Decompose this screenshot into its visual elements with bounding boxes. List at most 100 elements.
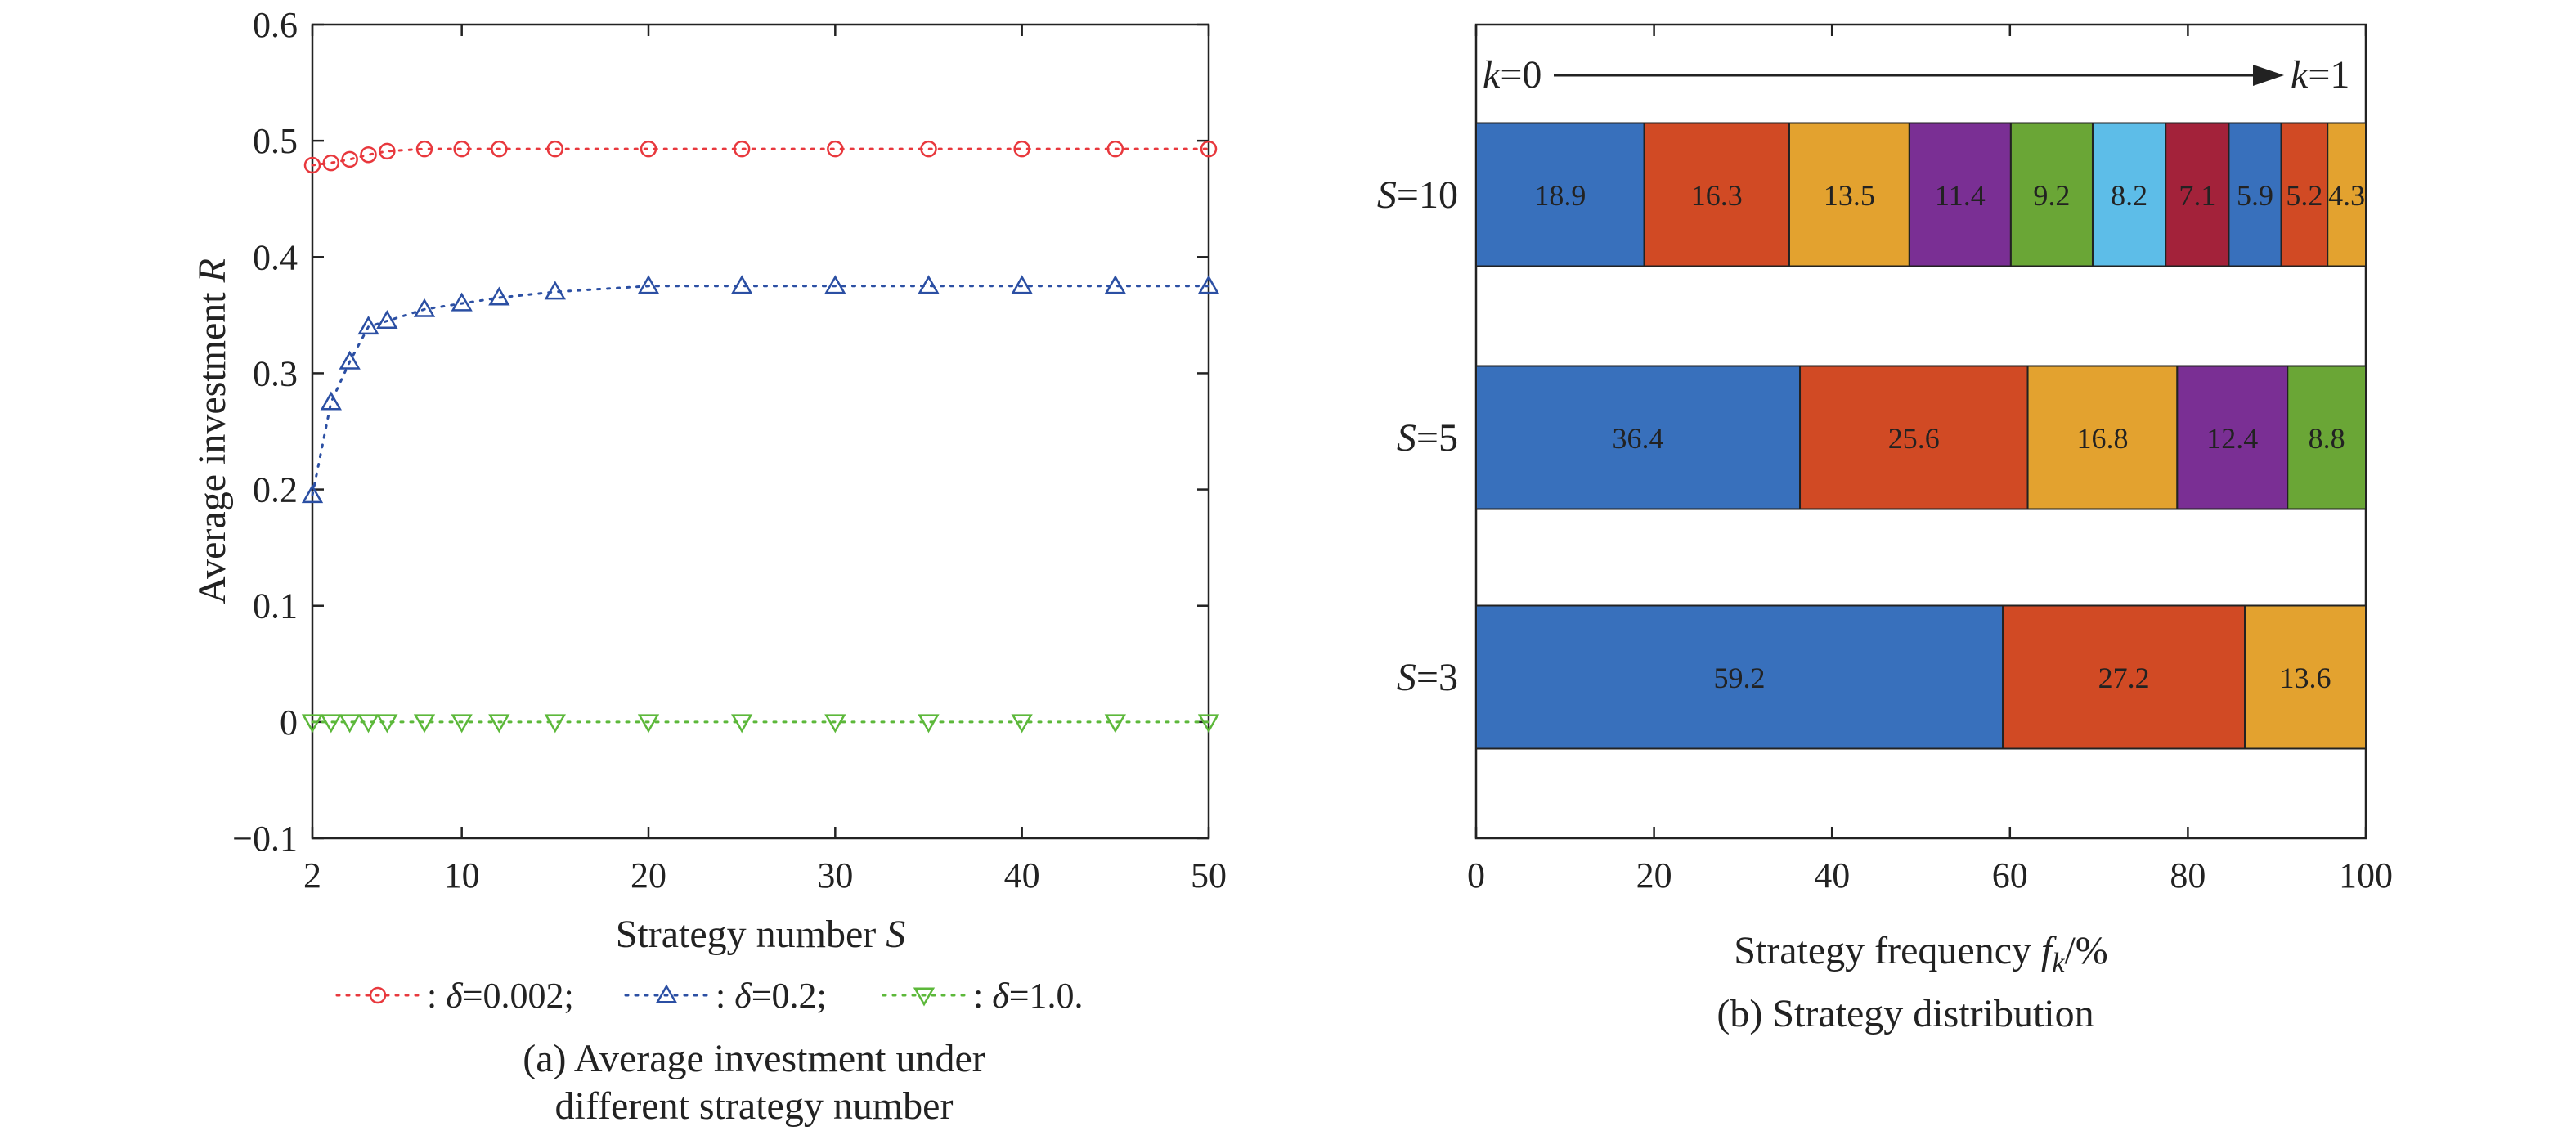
data-point <box>546 140 564 158</box>
legend-marker <box>913 987 936 1007</box>
data-point <box>491 140 508 158</box>
y-tick-label: 0 <box>280 702 298 743</box>
bar-category-label: S=10 <box>1377 173 1458 217</box>
bar-segment <box>1799 365 2029 510</box>
y-tick-label: 0.2 <box>253 470 298 510</box>
data-point <box>341 150 358 168</box>
data-point <box>733 140 751 158</box>
data-point <box>827 140 844 158</box>
x-tick-label: 10 <box>444 855 480 895</box>
x-tick-label: 100 <box>2339 855 2393 895</box>
data-point <box>731 275 753 294</box>
data-point <box>379 142 396 160</box>
series-2 <box>301 714 1220 734</box>
data-point <box>413 298 436 317</box>
bar-segment <box>1475 365 1802 510</box>
data-point <box>322 154 340 172</box>
legend-marker <box>655 984 678 1003</box>
x-tick-label: 40 <box>1814 855 1850 895</box>
data-point <box>303 156 321 174</box>
x-tick-label: 2 <box>303 855 321 895</box>
x-tick-label: 60 <box>1992 855 2028 895</box>
data-point <box>339 350 361 370</box>
bar-segment <box>1908 122 2012 267</box>
stacked-bar-1: S=5 36.4 25.6 16.8 12.4 8.8 <box>1397 365 2367 510</box>
x-axis-label: Strategy number S <box>616 913 906 956</box>
legend-label: : δ=1.0. <box>973 976 1084 1016</box>
data-point <box>339 714 361 734</box>
data-point <box>360 146 377 164</box>
bar-segment <box>2091 122 2167 267</box>
segment-value-label: 16.8 <box>2076 422 2128 455</box>
series-line <box>311 147 1210 167</box>
y-tick-label: 0.3 <box>253 353 298 393</box>
segment-value-label: 13.5 <box>1824 179 1875 212</box>
x-tick-label: 0 <box>1467 855 1485 895</box>
bar-segment <box>2165 122 2230 267</box>
bar-segment <box>1643 122 1790 267</box>
segment-value-label: 7.1 <box>2179 179 2215 212</box>
segment-value-label: 25.6 <box>1888 422 1940 455</box>
y-tick-label: 0.1 <box>253 586 298 626</box>
data-point <box>1013 140 1030 158</box>
legend-label: : δ=0.002; <box>427 976 574 1016</box>
stacked-bar-2: S=3 59.2 27.2 13.6 <box>1397 604 2367 750</box>
data-point <box>920 140 937 158</box>
data-point <box>320 714 342 734</box>
data-point <box>1011 275 1033 294</box>
x-tick-label: 20 <box>1636 855 1672 895</box>
data-point <box>415 140 433 158</box>
data-point <box>1104 714 1126 734</box>
data-point <box>637 275 660 294</box>
segment-value-label: 8.8 <box>2309 422 2345 455</box>
bar-segment <box>1475 604 2004 750</box>
data-point <box>1200 140 1218 158</box>
direction-arrowhead <box>2253 65 2284 86</box>
data-point <box>453 140 470 158</box>
data-point <box>640 140 657 158</box>
bar-segment <box>2026 365 2179 510</box>
segment-value-label: 16.3 <box>1691 179 1743 212</box>
chart-a-caption-line2: different strategy number <box>555 1084 954 1128</box>
data-point <box>824 714 846 734</box>
arrow-start-label: k=0 <box>1483 53 1542 96</box>
data-point <box>918 275 940 294</box>
arrow-end-label: k=1 <box>2291 53 2349 96</box>
legend-marker <box>369 986 387 1004</box>
data-point <box>544 281 566 300</box>
chart-b-caption: (b) Strategy distribution <box>1717 992 2094 1035</box>
stacked-bar-0: S=10 18.9 16.3 13.5 11.4 9.2 8.2 7.1 5.9 5.2 4.3 <box>1377 122 2367 267</box>
data-point <box>1011 714 1033 734</box>
segment-value-label: 8.2 <box>2111 179 2147 212</box>
x-tick-label: 20 <box>631 855 666 895</box>
segment-value-label: 36.4 <box>1613 422 1664 455</box>
x-tick-label: 30 <box>817 855 853 895</box>
y-tick-label: −0.1 <box>232 819 298 859</box>
data-point <box>301 714 324 734</box>
segment-value-label: 5.9 <box>2237 179 2273 212</box>
segment-value-label: 27.2 <box>2098 662 2150 694</box>
data-point <box>731 714 753 734</box>
data-point <box>544 714 566 734</box>
y-tick-label: 0.6 <box>253 5 298 45</box>
data-point <box>488 286 510 306</box>
data-point <box>451 292 473 312</box>
data-point <box>357 714 379 734</box>
data-point <box>488 714 510 734</box>
legend: : δ=0.002;: δ=0.2;: δ=1.0. <box>335 976 1084 1016</box>
data-point <box>413 714 436 734</box>
data-point <box>301 484 324 504</box>
chart-b-strategy-distribution: (b) Strategy distribution 0 20 40 60 80 100 St… <box>1377 23 2393 1035</box>
segment-value-label: 18.9 <box>1534 179 1586 212</box>
bar-segment <box>2002 604 2246 750</box>
y-tick-label: 0.5 <box>253 121 298 161</box>
y-tick-label: 0.4 <box>253 237 298 277</box>
data-point <box>376 714 398 734</box>
chart-a-axes-box <box>311 23 1210 840</box>
bar-category-label: S=3 <box>1397 656 1458 699</box>
bar-segment <box>2287 365 2367 510</box>
x-tick-label: 50 <box>1191 855 1227 895</box>
data-point <box>1104 275 1126 294</box>
segment-value-label: 4.3 <box>2328 179 2365 212</box>
